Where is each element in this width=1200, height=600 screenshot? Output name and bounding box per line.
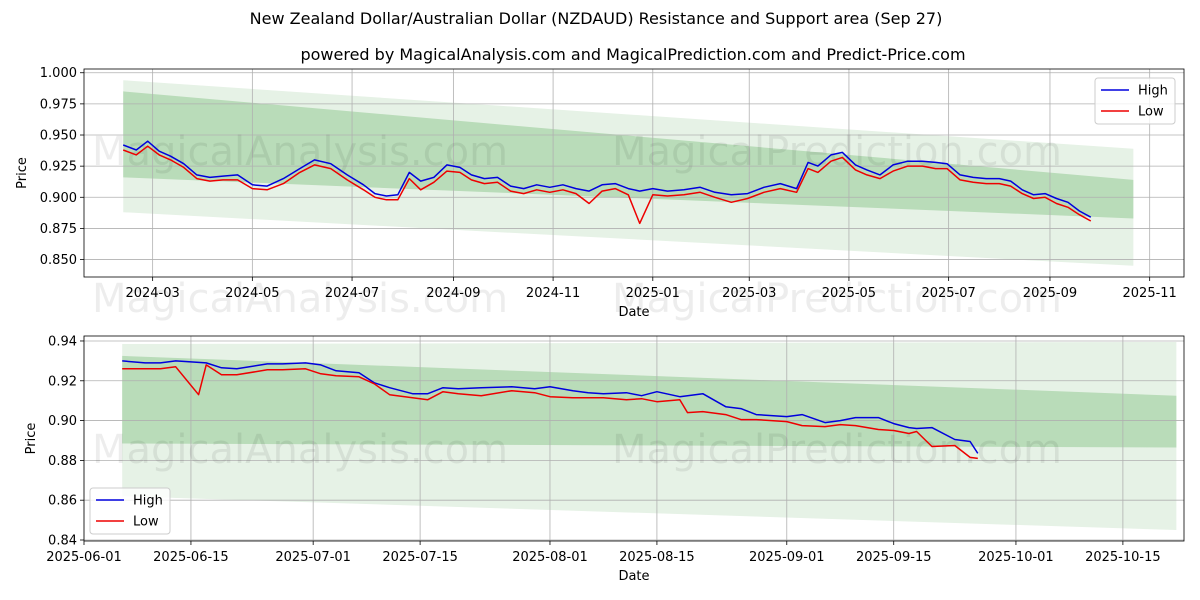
legend: High Low — [1094, 77, 1176, 125]
x-tick-label: 2025-10-01 — [978, 550, 1054, 565]
y-tick-label: 0.84 — [48, 534, 77, 549]
series-line-high — [122, 360, 979, 454]
y-tick-label: 0.925 — [40, 160, 77, 175]
x-tick-label: 2025-06-01 — [46, 550, 122, 565]
x-tick-label: 2025-09-15 — [856, 550, 932, 565]
watermark: MagicalAnalysis.com — [92, 427, 508, 473]
plot-frame — [83, 335, 1185, 542]
chart-panel-1: 2024-03 2024-05 2024-07 2024-09 2024-11 2025-… — [15, 66, 1185, 322]
y-tick-label: 0.900 — [40, 191, 77, 206]
y-tick-label: 1.000 — [40, 66, 77, 81]
y-axis-label: Price — [15, 157, 30, 189]
x-tick-label: 2025-07-15 — [382, 550, 458, 565]
x-tick-label: 2025-11 — [1123, 286, 1177, 301]
legend: High Low — [89, 487, 171, 535]
legend-label-low: Low — [1138, 105, 1164, 120]
x-tick-label: 2025-10-15 — [1085, 550, 1161, 565]
x-tick-label: 2024-11 — [526, 286, 580, 301]
x-tick-label: 2025-08-15 — [619, 550, 695, 565]
x-tick-label: 2024-05 — [225, 286, 279, 301]
legend-label-high: High — [1138, 84, 1168, 99]
x-tick-label: 2025-01 — [626, 286, 680, 301]
watermark: MagicalPrediction.com — [612, 427, 1062, 473]
chart-title: New Zealand Dollar/Australian Dollar (NZ… — [249, 9, 943, 28]
series-line-high — [122, 140, 1092, 218]
band-inner — [122, 355, 1177, 448]
x-tick-label: 2024-07 — [325, 286, 379, 301]
chart-subtitle: powered by MagicalAnalysis.com and Magic… — [300, 45, 966, 64]
x-tick-label: 2024-09 — [426, 286, 480, 301]
plot-frame — [83, 68, 1185, 278]
y-tick-label: 0.86 — [48, 494, 77, 509]
watermark: MagicalPrediction.com — [612, 276, 1062, 322]
y-tick-label: 0.950 — [40, 129, 77, 144]
x-tick-label: 2025-09-01 — [749, 550, 825, 565]
y-tick-label: 0.875 — [40, 222, 77, 237]
x-tick-label: 2025-09 — [1023, 286, 1077, 301]
y-tick-label: 0.850 — [40, 253, 77, 268]
x-tick-label: 2025-06-15 — [153, 550, 229, 565]
series-line-low — [122, 364, 978, 460]
x-tick-label: 2025-05 — [822, 286, 876, 301]
y-tick-label: 0.88 — [48, 454, 77, 469]
y-axis-label: Price — [24, 423, 39, 455]
series-line-low — [122, 145, 1092, 225]
chart-panel-2: 2025-06-01 2025-06-15 2025-07-01 2025-07-15… — [24, 334, 1185, 584]
legend-label-high: High — [133, 494, 163, 509]
legend-label-low: Low — [133, 515, 159, 530]
y-tick-label: 0.90 — [48, 414, 77, 429]
x-tick-label: 2025-03 — [722, 286, 776, 301]
x-tick-label: 2024-03 — [125, 286, 179, 301]
watermark: MagicalAnalysis.com — [92, 276, 508, 322]
band-inner — [123, 91, 1134, 219]
y-tick-label: 0.94 — [48, 334, 77, 349]
x-axis-label: Date — [618, 569, 649, 584]
x-tick-label: 2025-08-01 — [512, 550, 588, 565]
y-tick-label: 0.92 — [48, 374, 77, 389]
y-tick-label: 0.975 — [40, 97, 77, 112]
watermark: MagicalPrediction.com — [612, 129, 1062, 175]
x-tick-label: 2025-07-01 — [275, 550, 351, 565]
x-tick-label: 2025-07 — [921, 286, 975, 301]
x-axis-label: Date — [618, 305, 649, 320]
